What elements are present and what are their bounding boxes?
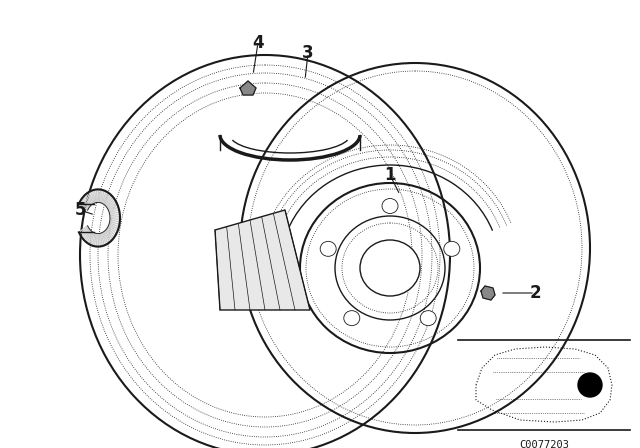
- Text: 1: 1: [384, 166, 396, 184]
- Ellipse shape: [444, 241, 460, 256]
- Text: C0077203: C0077203: [519, 440, 569, 448]
- Ellipse shape: [382, 198, 398, 214]
- Text: 3: 3: [302, 44, 314, 62]
- Text: 2: 2: [529, 284, 541, 302]
- Ellipse shape: [320, 241, 336, 256]
- Circle shape: [578, 373, 602, 397]
- Ellipse shape: [420, 310, 436, 326]
- Polygon shape: [240, 81, 256, 95]
- Polygon shape: [215, 210, 310, 310]
- Text: 5: 5: [74, 201, 86, 219]
- Ellipse shape: [344, 310, 360, 326]
- Ellipse shape: [360, 240, 420, 296]
- Text: 4: 4: [252, 34, 264, 52]
- Polygon shape: [481, 286, 495, 300]
